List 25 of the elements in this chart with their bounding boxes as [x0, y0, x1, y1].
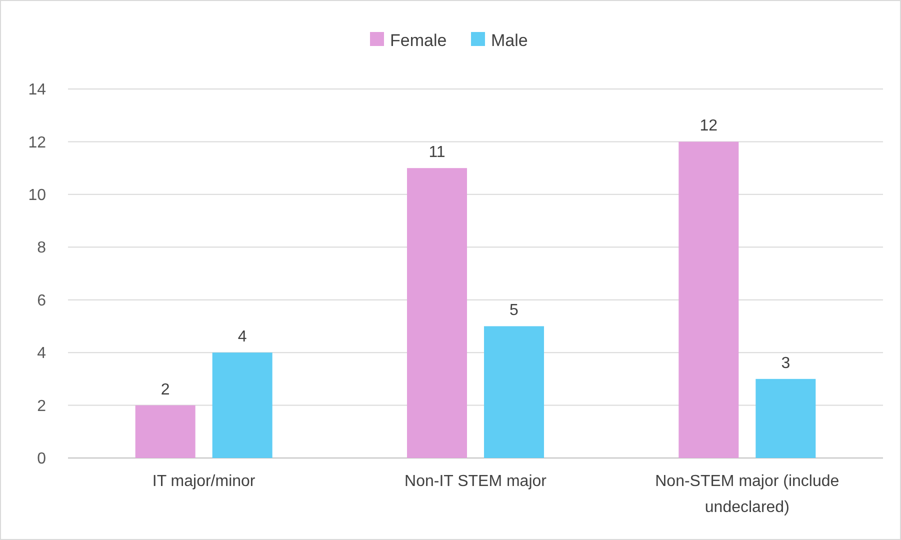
bar [484, 326, 544, 458]
data-label: 3 [781, 354, 790, 372]
y-tick-label: 8 [37, 240, 46, 257]
legend-label: Female [390, 30, 447, 50]
bar [407, 168, 467, 458]
x-tick-label: IT major/minor [152, 473, 256, 490]
y-tick-label: 12 [28, 134, 46, 152]
y-tick-label: 0 [37, 450, 46, 468]
y-tick-label: 6 [37, 292, 46, 310]
bar [212, 352, 272, 458]
bar [678, 142, 739, 458]
data-label: 11 [428, 144, 446, 162]
bar [135, 405, 196, 458]
legend-label: Male [491, 30, 528, 50]
bar [756, 378, 816, 458]
y-tick-label: 14 [28, 82, 46, 99]
y-tick-label: 4 [37, 345, 46, 362]
data-label: 5 [510, 302, 519, 320]
x-tick-label: Non-IT STEM major [404, 473, 548, 490]
y-tick-label: 10 [28, 187, 46, 204]
data-label: 12 [700, 118, 718, 135]
x-tick-label: Non-STEM major (include undeclared) [655, 473, 840, 516]
data-label: 2 [160, 381, 170, 398]
data-label: 4 [238, 328, 247, 346]
y-tick-label: 2 [37, 398, 46, 415]
